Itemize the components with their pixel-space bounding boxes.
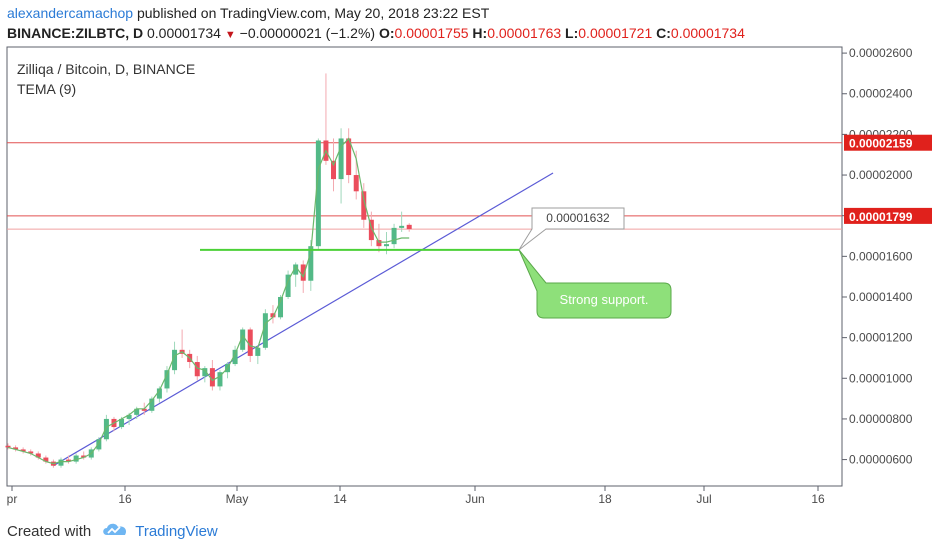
candle[interactable] — [164, 370, 170, 389]
candle[interactable] — [103, 418, 109, 440]
down-triangle-icon: ▼ — [224, 29, 236, 41]
footer: Created with TradingView — [7, 521, 218, 541]
chart-legend-title: Zilliqa / Bitcoin, D, BINANCE — [17, 61, 196, 77]
candle[interactable] — [315, 140, 321, 247]
candle[interactable] — [149, 398, 155, 411]
candle[interactable] — [202, 368, 208, 377]
candle[interactable] — [73, 455, 79, 462]
candle[interactable] — [278, 296, 284, 318]
candle[interactable] — [141, 408, 147, 411]
y-tick-label: 0.00000800 — [849, 412, 913, 426]
publish-header: alexandercamachop published on TradingVi… — [7, 5, 489, 21]
x-tick-label: 14 — [333, 492, 347, 506]
y-tick-label: 0.00000600 — [849, 453, 913, 467]
candle[interactable] — [353, 175, 359, 192]
x-tick-label: pr — [7, 492, 18, 506]
candle[interactable] — [35, 453, 41, 458]
candle[interactable] — [285, 274, 291, 297]
symbol-label: BINANCE:ZILBTC, D — [7, 25, 144, 41]
candle[interactable] — [96, 439, 102, 450]
y-tick-label: 0.00002000 — [849, 168, 913, 182]
candle[interactable] — [308, 246, 314, 281]
support-value-callout[interactable] — [518, 207, 625, 251]
candle[interactable] — [346, 138, 352, 176]
candle[interactable] — [406, 224, 412, 230]
candle[interactable] — [361, 191, 367, 220]
candle[interactable] — [209, 368, 215, 387]
low-label: L: — [565, 25, 579, 41]
candle[interactable] — [58, 459, 64, 466]
candle[interactable] — [13, 447, 19, 450]
plot-area[interactable] — [6, 46, 843, 487]
candle[interactable] — [293, 264, 299, 275]
symbol-header: BINANCE:ZILBTC, D 0.00001734 ▼ −0.000000… — [7, 25, 745, 41]
support-note-callout[interactable] — [518, 249, 672, 319]
published-text: published on TradingView.com, May 20, 20… — [136, 5, 490, 21]
low-value: 0.00001721 — [578, 25, 653, 41]
y-tick-label: 0.00002600 — [849, 46, 913, 60]
y-tick-label: 0.00002400 — [849, 87, 913, 101]
close-label: C: — [656, 25, 671, 41]
last-price: 0.00001734 — [147, 25, 221, 41]
candle[interactable] — [43, 457, 49, 462]
candle[interactable] — [270, 313, 276, 318]
x-tick-label: Jun — [465, 492, 484, 506]
price-axis-label: 0.00002159 — [849, 137, 913, 151]
candle[interactable] — [119, 418, 125, 428]
price-axis-label-bg — [844, 207, 932, 224]
price-axis-label-bg — [844, 134, 932, 151]
tema-line[interactable] — [7, 137, 410, 465]
candle[interactable] — [384, 244, 389, 247]
x-tick-label: 16 — [118, 492, 132, 506]
candle[interactable] — [300, 264, 306, 281]
high-label: H: — [472, 25, 488, 41]
candle[interactable] — [28, 451, 34, 454]
candle[interactable] — [194, 362, 200, 377]
chart-legend-indicator[interactable]: TEMA (9) — [17, 81, 77, 97]
candle[interactable] — [255, 347, 261, 356]
candle[interactable] — [331, 160, 337, 180]
price-change: −0.00000021 (−1.2%) — [239, 25, 376, 41]
candle[interactable] — [81, 455, 87, 458]
candle[interactable] — [262, 313, 268, 348]
candle[interactable] — [376, 240, 382, 247]
support-note-text: Strong support. — [560, 292, 649, 307]
author-link[interactable]: alexandercamachop — [7, 5, 134, 21]
candle[interactable] — [5, 445, 11, 448]
y-tick-label: 0.00001600 — [849, 249, 913, 263]
candle[interactable] — [247, 329, 253, 356]
y-tick-label: 0.00001200 — [849, 331, 913, 345]
candle[interactable] — [368, 219, 374, 241]
open-value: 0.00001755 — [394, 25, 469, 41]
candle[interactable] — [20, 449, 26, 452]
candle[interactable] — [172, 349, 178, 371]
x-tick-label: May — [226, 492, 249, 506]
created-with-text: Created with — [7, 522, 92, 540]
candle[interactable] — [126, 414, 132, 419]
y-tick-label: 0.00001400 — [849, 290, 913, 304]
candle[interactable] — [66, 459, 72, 462]
tradingview-cloud-icon — [101, 521, 129, 541]
x-tick-label: 16 — [811, 492, 825, 506]
close-value: 0.00001734 — [670, 25, 745, 41]
high-value: 0.00001763 — [487, 25, 562, 41]
price-chart[interactable]: 0.000026000.000024000.000022000.00002000… — [0, 0, 932, 515]
candle[interactable] — [338, 138, 344, 180]
tradingview-brand-link[interactable]: TradingView — [135, 522, 218, 540]
candle[interactable] — [156, 388, 162, 399]
candle[interactable] — [217, 372, 223, 387]
candle[interactable] — [134, 408, 140, 415]
x-tick-label: Jul — [696, 492, 711, 506]
candle[interactable] — [399, 225, 405, 228]
x-tick-label: 18 — [598, 492, 612, 506]
candle[interactable] — [391, 227, 397, 245]
candle[interactable] — [232, 349, 238, 365]
candle[interactable] — [240, 329, 246, 350]
support-value-text: 0.00001632 — [546, 211, 610, 225]
y-tick-label: 0.00001000 — [849, 371, 913, 385]
open-label: O: — [378, 25, 395, 41]
price-axis-label: 0.00001799 — [849, 210, 913, 224]
